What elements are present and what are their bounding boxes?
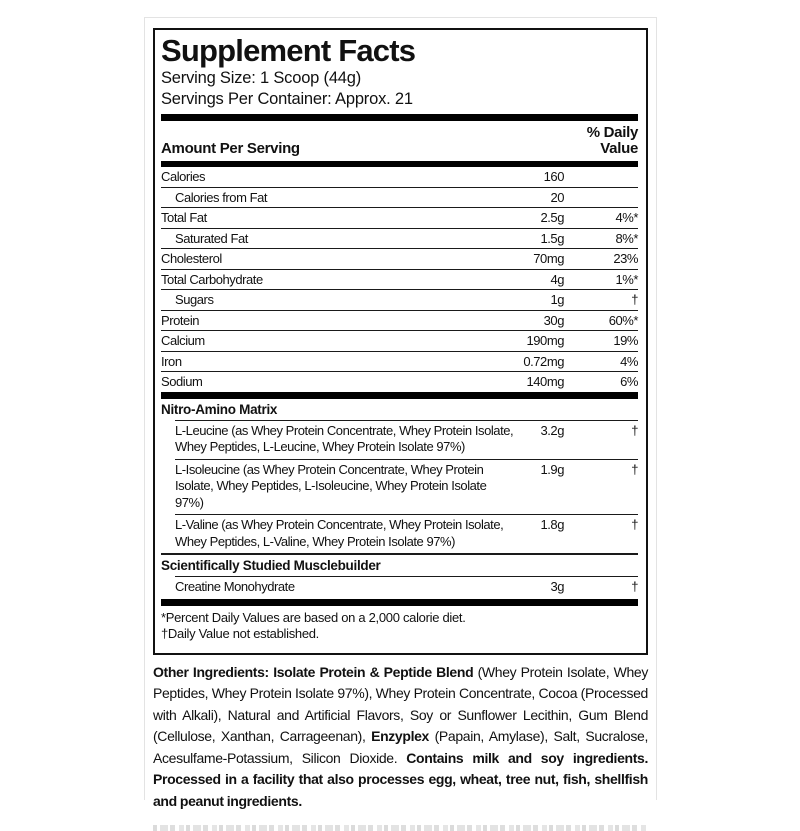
other-ingredients-list-2: (Papain, Amylase), Salt, Sucralose, Aces…: [153, 728, 648, 766]
nutrient-name: Calories: [161, 169, 206, 184]
nutrient-amount: 0.72mg: [523, 353, 564, 369]
nutrient-name: Sugars: [175, 292, 214, 307]
nutrient-name: Protein: [161, 312, 200, 328]
nutrient-amount: 1.5g: [540, 230, 564, 246]
section-heading-musclebuilder: Scientifically Studied Musclebuilder: [161, 558, 381, 573]
nutrient-row-protein: Protein 30g 60%*: [161, 311, 638, 331]
row-divider: [161, 350, 638, 352]
row-divider: [161, 289, 638, 290]
ingredient-dv: †: [631, 422, 638, 438]
column-header-row: Amount Per Serving % Daily Value: [161, 121, 638, 161]
footnotes: *Percent Daily Values are based on a 2,0…: [161, 606, 638, 649]
nutrient-dv: 60%*: [608, 312, 639, 328]
section-underline: [175, 576, 638, 577]
other-ingredients-lead: Other Ingredients: Isolate Protein & Pep…: [153, 663, 478, 680]
ingredient-row-l-valine: L-Valine (as Whey Protein Concentrate, W…: [161, 515, 638, 553]
footnote-dv-not-established: †Daily Value not established.: [161, 626, 319, 641]
ingredient-amount: 1.8g: [540, 517, 564, 532]
row-divider: [161, 371, 638, 372]
ingredient-amount: 3.2g: [540, 422, 564, 438]
servings-per-container: Servings Per Container: Approx. 21: [161, 90, 413, 108]
nutrient-name: Calories from Fat: [175, 189, 268, 205]
nutrient-amount: 2.5g: [540, 210, 564, 225]
nutrient-amount: 190mg: [526, 333, 565, 348]
nutrient-dv: †: [631, 292, 638, 307]
nutrient-name: Total Carbohydrate: [161, 271, 263, 287]
thick-divider: [161, 114, 638, 121]
product-image-frame: Supplement Facts Serving Size: 1 Scoop (…: [144, 17, 657, 831]
nutrient-dv: 1%*: [615, 271, 639, 287]
ingredient-amount: 1.9g: [540, 461, 564, 477]
nutrient-dv: 23%: [613, 251, 638, 266]
row-divider: [175, 458, 638, 460]
nutrient-row-cholesterol: Cholesterol 70mg 23%: [161, 249, 638, 269]
thick-divider: [161, 391, 638, 399]
footnote-daily-values: *Percent Daily Values are based on a 2,0…: [161, 609, 466, 625]
nutrient-amount: 4g: [550, 271, 564, 287]
nutrient-amount: 160: [543, 169, 565, 184]
row-divider: [161, 227, 638, 229]
ingredient-name: Creatine Monohydrate: [175, 579, 295, 594]
nutrient-name: Cholesterol: [161, 251, 222, 266]
nutrient-name: Total Fat: [161, 210, 207, 225]
row-divider: [161, 248, 638, 249]
nutrient-row-total-fat: Total Fat 2.5g 4%*: [161, 208, 638, 228]
ingredient-name: L-Valine (as Whey Protein Concentrate, W…: [175, 517, 504, 549]
nutrient-name: Iron: [161, 353, 182, 369]
ingredient-row-creatine-monohydrate: Creatine Monohydrate 3g †: [161, 577, 638, 599]
ingredient-row-l-isoleucine: L-Isoleucine (as Whey Protein Concentrat…: [161, 460, 638, 515]
daily-value-line1: % Daily: [586, 124, 639, 141]
nutrient-name: Sodium: [161, 374, 203, 389]
ingredient-amount: 3g: [550, 579, 564, 594]
nutrient-amount: 140mg: [526, 374, 565, 389]
nutrient-dv: 8%*: [615, 230, 639, 246]
enzyplex-label: Enzyplex: [371, 728, 435, 744]
nutrient-name: Calcium: [161, 333, 205, 348]
nutrient-name: Saturated Fat: [175, 230, 248, 246]
nutrient-amount: 1g: [550, 292, 564, 307]
nutrient-amount: 20: [550, 189, 564, 205]
nutrient-row-total-carbohydrate: Total Carbohydrate 4g 1%*: [161, 270, 638, 290]
nutrient-row-calories: Calories 160: [161, 167, 638, 187]
nutrient-dv: 4%: [620, 353, 638, 369]
serving-size: Serving Size: 1 Scoop (44g): [161, 69, 362, 87]
ingredient-name: L-Leucine (as Whey Protein Concentrate, …: [175, 422, 514, 455]
amount-per-serving-header: Amount Per Serving: [161, 140, 300, 157]
nutrient-row-calcium: Calcium 190mg 19%: [161, 331, 638, 351]
ingredient-name: L-Isoleucine (as Whey Protein Concentrat…: [175, 461, 487, 510]
thick-divider: [161, 161, 638, 167]
other-ingredients-paragraph: Other Ingredients: Isolate Protein & Pep…: [153, 662, 648, 813]
cropped-text-line: [153, 825, 648, 831]
section-underline: [175, 419, 638, 421]
row-divider: [175, 514, 638, 515]
daily-value-line2: Value: [600, 140, 638, 157]
nutrient-dv: 19%: [613, 333, 638, 348]
ingredient-dv: †: [631, 517, 638, 532]
supplement-facts-panel: Supplement Facts Serving Size: 1 Scoop (…: [153, 28, 648, 655]
supplement-facts-title: Supplement Facts: [161, 33, 416, 68]
ingredient-dv: †: [631, 579, 638, 594]
row-divider: [161, 330, 638, 331]
nutrient-row-sodium: Sodium 140mg 6%: [161, 372, 638, 392]
row-divider: [161, 186, 638, 188]
thick-divider: [161, 598, 638, 606]
nutrient-row-iron: Iron 0.72mg 4%: [161, 352, 638, 372]
row-divider: [161, 309, 638, 311]
percent-daily-value-header: % Daily Value: [586, 124, 639, 157]
nutrient-row-calories-from-fat: Calories from Fat 20: [161, 188, 638, 208]
row-divider: [161, 268, 638, 270]
nutrient-dv: 6%: [620, 374, 638, 389]
nutrient-row-sugars: Sugars 1g †: [161, 290, 638, 310]
nutrient-amount: 30g: [543, 312, 565, 328]
row-divider: [161, 207, 638, 208]
section-divider: [161, 553, 638, 555]
other-ingredients-list: (Whey Protein Isolate, Whey Peptides, Wh…: [153, 663, 648, 745]
section-heading-nitro-amino-matrix: Nitro-Amino Matrix: [161, 401, 278, 417]
nutrient-dv: 4%*: [615, 210, 639, 225]
ingredient-dv: †: [631, 461, 638, 477]
nutrient-amount: 70mg: [533, 251, 564, 266]
nutrient-row-saturated-fat: Saturated Fat 1.5g 8%*: [161, 229, 638, 249]
ingredient-row-l-leucine: L-Leucine (as Whey Protein Concentrate, …: [161, 421, 638, 459]
